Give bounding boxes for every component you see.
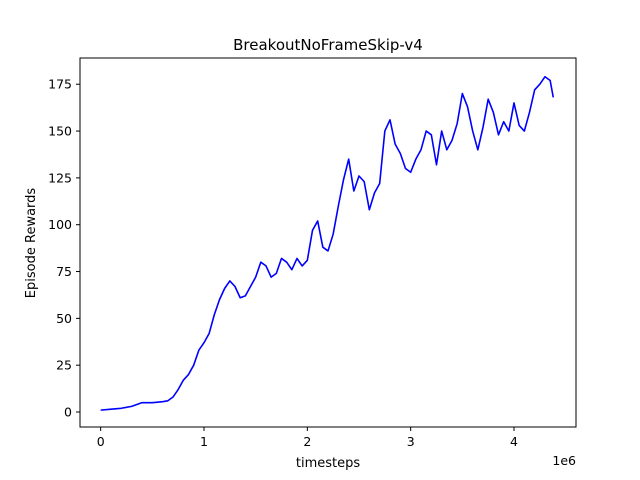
y-tick-label: 75 xyxy=(56,264,72,279)
plot-area xyxy=(100,75,555,411)
x-tick-label: 1 xyxy=(200,434,208,449)
series-line xyxy=(100,75,555,411)
y-tick-label: 150 xyxy=(48,124,72,139)
x-tick-label: 0 xyxy=(97,434,105,449)
y-tick-label: 25 xyxy=(56,358,72,373)
y-axis-label: Episode Rewards xyxy=(24,188,39,299)
x-tick-label: 2 xyxy=(303,434,311,449)
x-tick-label: 3 xyxy=(407,434,415,449)
y-tick-label: 0 xyxy=(64,405,72,420)
y-tick-label: 50 xyxy=(56,311,72,326)
x-axis-ticks: 0 1 2 3 4 xyxy=(97,427,518,449)
plot-frame xyxy=(79,57,577,428)
x-axis-offset-label: 1e6 xyxy=(552,453,576,468)
y-tick-label: 175 xyxy=(48,77,72,92)
chart-title: BreakoutNoFrameSkip-v4 xyxy=(233,36,423,54)
x-axis-label: timesteps xyxy=(296,456,360,471)
y-tick-label: 100 xyxy=(48,217,72,232)
y-axis-ticks: 0 25 50 75 100 125 150 175 xyxy=(48,77,80,420)
x-tick-label: 4 xyxy=(510,434,518,449)
y-tick-label: 125 xyxy=(48,170,72,185)
